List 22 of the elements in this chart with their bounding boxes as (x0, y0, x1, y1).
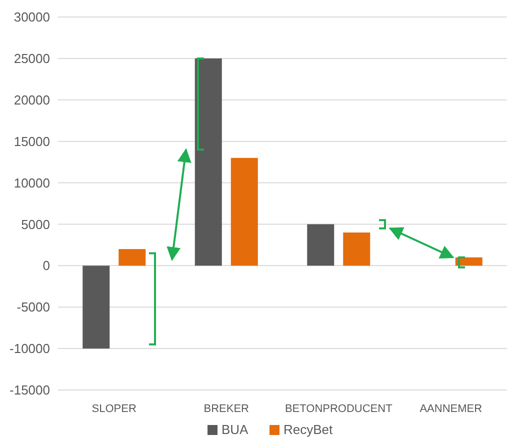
legend-label: BUA (222, 422, 249, 437)
y-tick-label: 0 (42, 258, 50, 274)
y-tick-label: 30000 (14, 10, 50, 25)
bar (230, 158, 258, 266)
y-tick-label: 5000 (21, 216, 50, 232)
x-tick-label: AANNEMER (420, 403, 482, 415)
bar (343, 232, 370, 266)
x-tick-label: BETONPRODUCENT (284, 403, 393, 415)
bar (82, 266, 110, 349)
bar (118, 249, 146, 266)
y-tick-label: -15000 (10, 382, 50, 398)
y-tick-label: 10000 (14, 175, 50, 190)
y-tick-label: -10000 (10, 341, 50, 356)
y-tick-label: -5000 (16, 300, 50, 315)
y-tick-label: 25000 (14, 50, 50, 66)
y-tick-label: 15000 (14, 134, 50, 149)
x-tick-label: SLOPER (92, 403, 136, 415)
legend-label: RecyBet (284, 422, 334, 437)
y-tick-label: 20000 (14, 92, 50, 108)
x-tick-label: BREKER (204, 403, 250, 415)
bar (194, 58, 222, 266)
bar (307, 224, 334, 266)
